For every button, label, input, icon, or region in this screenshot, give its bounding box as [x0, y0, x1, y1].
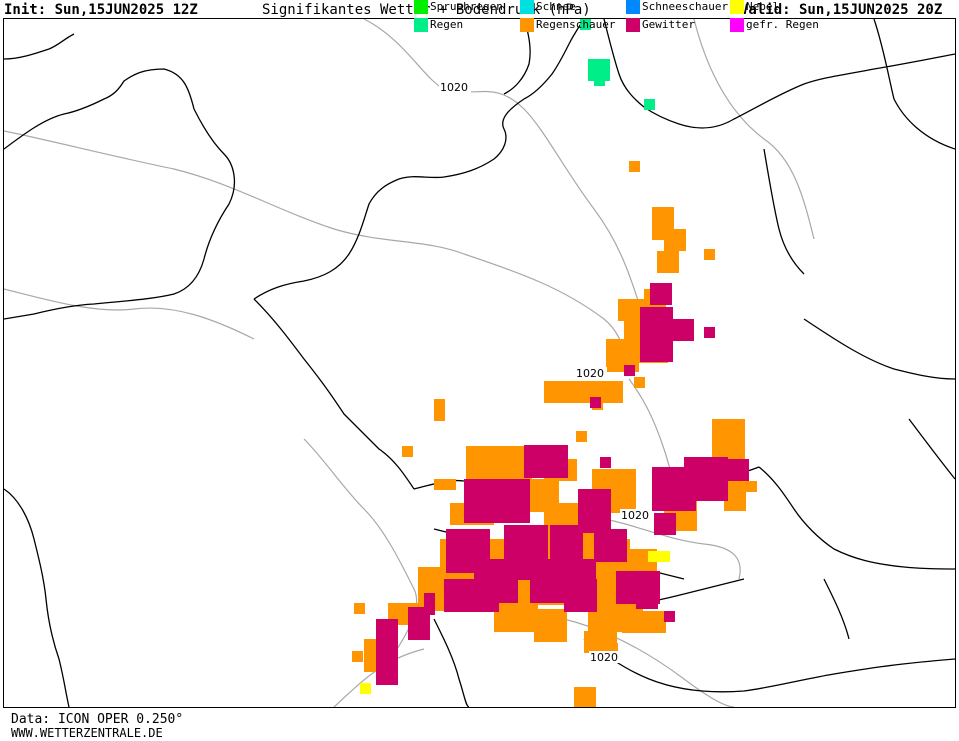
precip-cell [672, 319, 694, 341]
precip-cell [576, 431, 587, 442]
precip-cell [542, 621, 553, 632]
precip-cell [474, 559, 518, 603]
precip-cell [600, 457, 611, 468]
precip-cell [657, 251, 679, 273]
precip-cell [594, 529, 627, 562]
isobar-label-bg [575, 367, 607, 379]
valid-time: Valid: Sun,15JUN2025 20Z [740, 2, 943, 18]
isobar-label: 1020 [590, 651, 618, 664]
precip-cell [424, 593, 435, 615]
coastlines [4, 19, 955, 707]
precip-cell [624, 365, 635, 376]
precip-cells [352, 19, 757, 707]
isobar-label-bg [439, 81, 471, 93]
legend-label: Spruehregen [430, 0, 503, 13]
isobar-labels: 1020 1020 1020 1020 [439, 81, 652, 664]
isobar-label: 1020 [576, 367, 604, 380]
precip-cell [650, 283, 672, 305]
precip-cell [664, 611, 675, 622]
map-frame: 1020 1020 1020 1020 [3, 18, 956, 708]
legend-swatch [520, 18, 534, 32]
weather-map: 1020 1020 1020 1020 [4, 19, 955, 707]
legend-label: Regenschauer [536, 18, 616, 31]
precip-cell [402, 446, 413, 457]
precip-cell [494, 599, 538, 632]
precip-cell [590, 397, 601, 408]
legend-label: Gewitter [642, 18, 695, 31]
precip-cell [580, 19, 591, 30]
precip-cell [376, 619, 398, 685]
legend-label: Schneeschauer [642, 0, 729, 13]
legend-swatch [730, 0, 744, 14]
init-time: Init: Sun,15JUN2025 12Z [4, 2, 198, 18]
precip-cell [644, 339, 666, 361]
precip-cell [596, 643, 618, 654]
precip-cell [644, 597, 655, 608]
precip-cell [434, 399, 445, 421]
precip-cell [648, 551, 670, 562]
legend-swatch [626, 18, 640, 32]
precip-cell [716, 459, 749, 481]
precip-cell [354, 603, 365, 614]
precip-cell [746, 481, 757, 492]
legend-label: Schnee [536, 0, 576, 13]
precip-cell [464, 479, 530, 523]
precip-cell [352, 651, 363, 662]
precip-cell [704, 249, 715, 260]
precip-cell [524, 445, 568, 478]
isobar-label-bg [589, 651, 621, 663]
legend-swatch [414, 0, 428, 14]
site-url: WWW.WETTERZENTRALE.DE [11, 726, 163, 740]
precip-cell [408, 607, 430, 640]
precip-cell [622, 611, 666, 633]
precip-cell [634, 377, 645, 388]
legend-swatch [730, 18, 744, 32]
precip-cell [664, 229, 686, 251]
legend-label: Regen [430, 18, 464, 31]
precip-cell [564, 579, 597, 612]
data-source: Data: ICON OPER 0.250° [11, 712, 184, 727]
precip-cell [594, 75, 605, 86]
precip-cell [574, 687, 596, 707]
legend-swatch [626, 0, 640, 14]
legend-swatch [520, 0, 534, 14]
precip-cell [360, 683, 371, 694]
precip-cell [629, 161, 640, 172]
legend-label: Nebel [746, 0, 780, 13]
isobar-label: 1020 [621, 509, 649, 522]
precip-cell [578, 489, 611, 533]
legend-label: gefr. Regen [746, 18, 819, 31]
legend-swatch [414, 18, 428, 32]
precip-cell [644, 99, 655, 110]
precip-cell [434, 479, 456, 490]
precip-cell [654, 513, 676, 535]
isobar-label-bg [620, 509, 652, 521]
map-title: Signifikantes Wetter + Bodendruck (hPa) [262, 2, 591, 18]
isobar-label: 1020 [440, 81, 468, 94]
precip-cell [704, 327, 715, 338]
